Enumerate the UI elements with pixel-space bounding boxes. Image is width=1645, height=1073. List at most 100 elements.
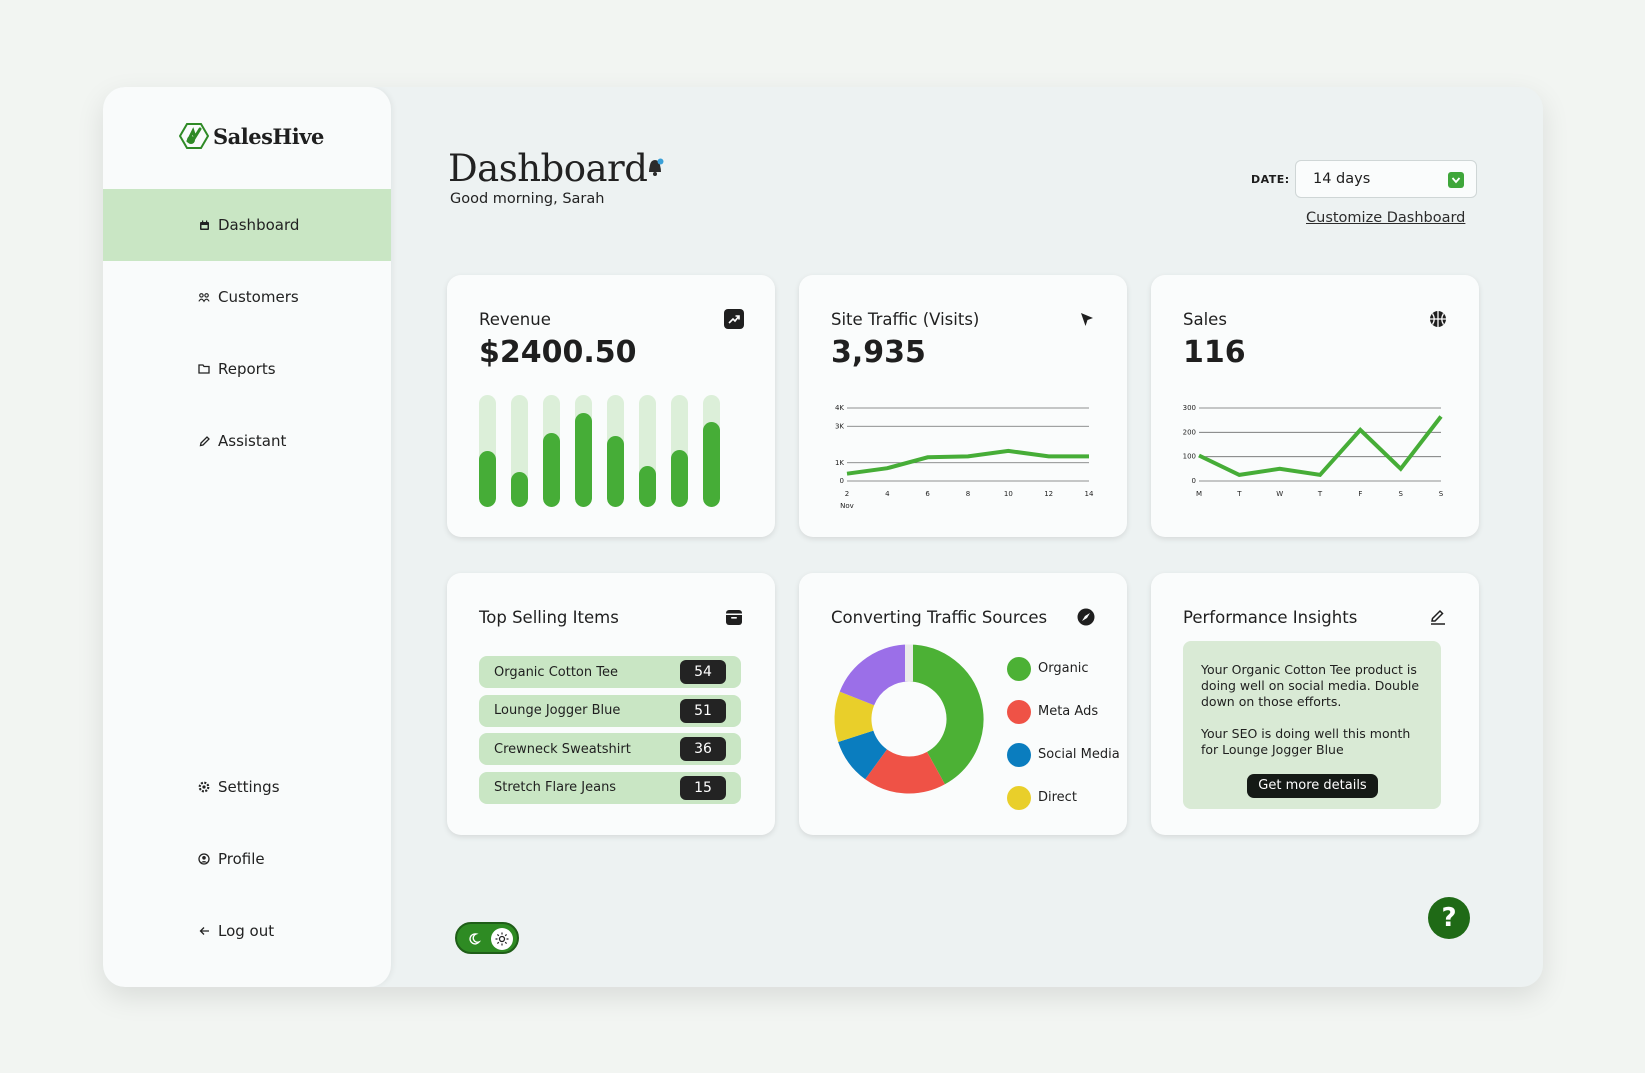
bar <box>671 450 688 507</box>
y-tick-label: 4K <box>835 404 844 412</box>
moon-icon <box>467 931 482 950</box>
archive-box-icon[interactable] <box>723 606 745 628</box>
series-line <box>1198 415 1443 478</box>
basketball-icon[interactable] <box>1427 308 1449 330</box>
compass-icon[interactable] <box>1075 606 1097 628</box>
bar-track <box>511 395 528 507</box>
get-more-details-button[interactable]: Get more details <box>1247 774 1378 798</box>
edit-icon[interactable] <box>1427 606 1449 628</box>
y-tick-label: 3K <box>835 422 844 430</box>
traffic-card: Site Traffic (Visits) 3,935 0 1K 3K 4K 2 4 6 8 1… <box>799 275 1127 537</box>
saleshive-logo-icon <box>179 123 209 149</box>
bar-track <box>479 395 496 507</box>
sidebar-item-label: Log out <box>218 922 275 940</box>
x-tick-label: 12 <box>1044 490 1053 498</box>
card-value: 3,935 <box>831 335 926 370</box>
legend-swatch <box>1007 785 1031 810</box>
card-title: Converting Traffic Sources <box>831 608 1048 627</box>
users-icon <box>198 291 210 303</box>
theme-toggle[interactable] <box>455 922 519 954</box>
sidebar-item-reports[interactable]: Reports <box>103 333 391 405</box>
x-tick-label: 2 <box>845 490 849 498</box>
legend: Organic Meta Ads Social Media Direct <box>1007 647 1120 819</box>
x-tick-label: S <box>1398 490 1403 498</box>
help-button[interactable]: ? <box>1428 897 1470 939</box>
insight-text: Your SEO is doing well this month for Lo… <box>1201 726 1411 757</box>
y-tick-label: 100 <box>1183 453 1196 461</box>
item-name: Lounge Jogger Blue <box>494 703 621 718</box>
sidebar-item-label: Assistant <box>218 432 287 450</box>
legend-item: Direct <box>1007 776 1120 819</box>
sidebar-item-settings[interactable]: Settings <box>103 751 391 823</box>
calendar-icon <box>198 219 210 231</box>
list-item[interactable]: Lounge Jogger Blue 51 <box>479 694 741 727</box>
legend-label: Direct <box>1038 790 1077 805</box>
legend-label: Organic <box>1038 661 1089 676</box>
trending-up-icon[interactable] <box>723 308 745 330</box>
sidebar-item-customers[interactable]: Customers <box>103 261 391 333</box>
x-tick-label: T <box>1317 490 1323 498</box>
legend-item: Social Media <box>1007 733 1120 776</box>
x-tick-label: W <box>1276 490 1283 498</box>
sidebar-item-label: Profile <box>218 850 265 868</box>
legend-swatch <box>1007 742 1031 767</box>
donut-slice <box>838 729 888 780</box>
y-tick-label: 0 <box>1192 477 1196 485</box>
series-line <box>846 448 1089 476</box>
sidebar-item-logout[interactable]: Log out <box>103 895 391 967</box>
sun-icon <box>491 928 513 950</box>
x-tick-label: 4 <box>885 490 890 498</box>
bar <box>479 451 496 507</box>
bar <box>607 436 624 507</box>
y-tick-label: 300 <box>1183 404 1196 412</box>
logo[interactable]: SalesHive <box>179 123 324 149</box>
card-value: $2400.50 <box>479 335 637 370</box>
card-title: Revenue <box>479 310 551 329</box>
greeting-text: Good morning, Sarah <box>450 191 605 207</box>
donut-slice <box>839 644 910 707</box>
x-tick-label: 6 <box>925 490 930 498</box>
list-item[interactable]: Organic Cotton Tee 54 <box>479 656 741 688</box>
donut-slice <box>834 691 875 743</box>
sidebar-item-dashboard[interactable]: Dashboard <box>103 189 391 261</box>
bar <box>703 422 720 507</box>
sidebar-item-assistant[interactable]: Assistant <box>103 405 391 477</box>
item-count-badge: 36 <box>680 737 726 761</box>
bar-track <box>575 395 592 507</box>
item-count-badge: 15 <box>680 775 726 800</box>
revenue-card: Revenue $2400.50 <box>447 275 775 537</box>
arrow-left-icon <box>198 925 210 937</box>
bar-track <box>639 395 656 507</box>
item-name: Stretch Flare Jeans <box>494 780 617 795</box>
top-selling-card: Top Selling Items Organic Cotton Tee 54 … <box>447 573 775 835</box>
sidebar-item-profile[interactable]: Profile <box>103 823 391 895</box>
sales-line-chart: 0 100 200 300 M T W T F S S <box>1183 404 1444 498</box>
legend-item: Meta Ads <box>1007 690 1120 733</box>
list-item[interactable]: Stretch Flare Jeans 15 <box>479 771 741 804</box>
y-tick-label: 200 <box>1183 428 1196 436</box>
date-range-select[interactable]: 14 days <box>1295 160 1477 198</box>
item-count-badge: 54 <box>680 660 726 684</box>
bar <box>511 472 528 507</box>
bar <box>575 413 592 507</box>
sidebar-item-label: Dashboard <box>218 216 300 234</box>
bar-track <box>671 395 688 507</box>
list-item[interactable]: Crewneck Sweatshirt 36 <box>479 733 741 765</box>
bell-icon[interactable] <box>646 157 664 181</box>
x-tick-label: T <box>1236 490 1242 498</box>
card-title: Performance Insights <box>1183 608 1358 627</box>
legend-swatch <box>1007 656 1031 681</box>
bar-track <box>543 395 560 507</box>
sidebar-item-label: Customers <box>218 288 299 306</box>
page-title: Dashboard <box>448 147 648 190</box>
customize-dashboard-link[interactable]: Customize Dashboard <box>1306 210 1466 226</box>
date-range-value: 14 days <box>1313 171 1371 187</box>
cursor-arrow-icon[interactable] <box>1075 308 1097 330</box>
legend-label: Social Media <box>1038 747 1120 762</box>
x-axis-sublabel: Nov <box>840 502 854 510</box>
sales-card: Sales 116 0 100 200 300 M T W T F S S <box>1151 275 1479 537</box>
legend-swatch <box>1007 699 1031 724</box>
y-tick-label: 1K <box>835 459 844 467</box>
revenue-bar-chart <box>479 395 720 507</box>
bar <box>543 433 560 507</box>
